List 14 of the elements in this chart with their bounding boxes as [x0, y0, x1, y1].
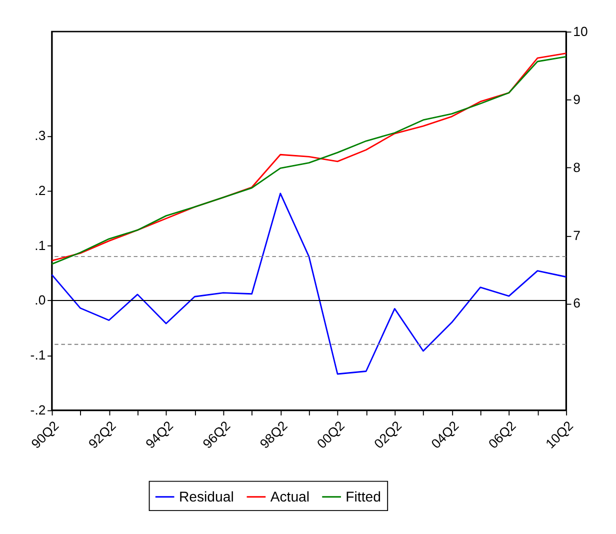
y2-tick-label: 8	[573, 160, 580, 175]
y-tick-label: .3	[34, 128, 46, 144]
y-tick-label: .1	[34, 238, 46, 253]
y-tick-label: .2	[34, 182, 46, 198]
y2-tick-label: 6	[573, 296, 580, 311]
y-tick-label: -.2	[30, 402, 46, 418]
y2-tick-label: 10	[573, 24, 588, 39]
legend-label: Fitted	[346, 488, 381, 505]
y-tick-label: -.1	[30, 348, 46, 363]
y-tick-label: .0	[34, 292, 46, 308]
y2-tick-label: 7	[573, 228, 580, 243]
legend-label: Residual	[178, 488, 234, 505]
legend-label: Actual	[270, 488, 310, 505]
y2-tick-label: 9	[573, 92, 580, 107]
